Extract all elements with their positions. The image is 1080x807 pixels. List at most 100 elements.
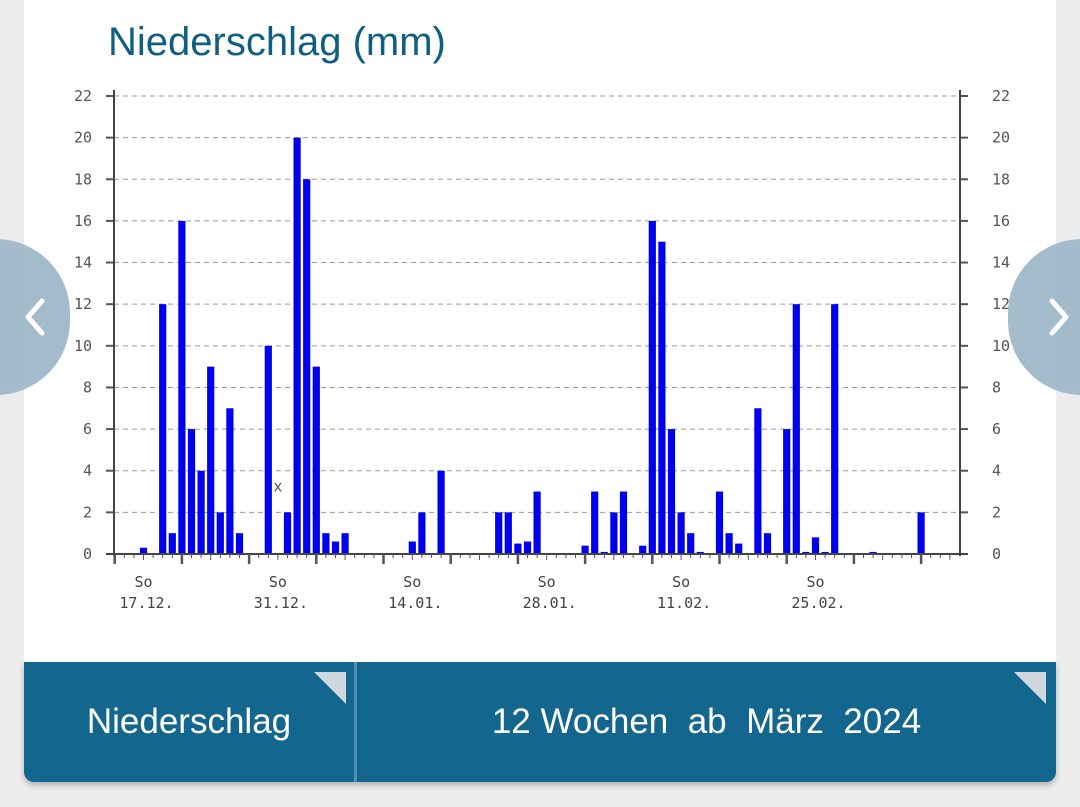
period-select-button[interactable]: 12 Wochen ab März 2024 — [357, 662, 1056, 782]
y-tick-label: 14 — [74, 254, 92, 272]
precip-bar — [504, 512, 512, 554]
y-tick-label-right: 22 — [992, 87, 1010, 105]
data-marker: x — [273, 477, 282, 495]
precip-bar — [811, 537, 820, 554]
y-tick-label-right: 6 — [992, 420, 1001, 438]
precip-bar — [792, 304, 800, 554]
y-tick-label: 20 — [74, 129, 92, 147]
precip-bar — [619, 491, 628, 554]
parameter-label: Niederschlag — [86, 702, 292, 741]
precip-bar — [802, 551, 810, 554]
x-date-label: 17.12. — [119, 594, 173, 612]
precip-bar — [523, 541, 532, 554]
precip-bar — [216, 512, 224, 554]
x-weekday-label: So — [538, 573, 556, 591]
precip-bar — [696, 551, 704, 554]
y-tick-label: 8 — [83, 378, 92, 396]
precip-bar — [168, 533, 176, 554]
precip-bar — [735, 543, 743, 554]
precip-bar — [303, 179, 311, 555]
precip-bar — [437, 470, 445, 554]
y-tick-label-right: 2 — [992, 503, 1001, 521]
precip-bar — [293, 137, 301, 555]
y-tick-label: 22 — [74, 87, 92, 105]
period-label: 12 Wochen ab März 2024 — [491, 702, 922, 741]
y-tick-label: 4 — [83, 462, 92, 480]
y-tick-label-right: 10 — [992, 337, 1010, 355]
y-tick-label-right: 16 — [992, 212, 1010, 230]
precip-bar — [514, 543, 522, 554]
precip-bar — [581, 545, 589, 554]
precip-bar — [917, 512, 925, 554]
precip-bar — [283, 512, 292, 554]
x-date-label: 28.01. — [523, 594, 577, 612]
precip-bar — [226, 408, 234, 554]
y-tick-label: 12 — [74, 295, 92, 313]
y-tick-label: 6 — [83, 420, 92, 438]
precip-bar — [139, 547, 148, 554]
x-weekday-label: So — [672, 573, 690, 591]
precip-bar — [831, 304, 839, 554]
precip-bar — [235, 533, 244, 554]
x-date-label: 31.12. — [254, 594, 308, 612]
chart-bars — [139, 137, 925, 555]
page-title: Niederschlag (mm) — [108, 20, 446, 64]
x-weekday-label: So — [134, 573, 152, 591]
x-date-label: 25.02. — [791, 594, 845, 612]
precip-bar — [495, 512, 503, 554]
precip-bar — [687, 533, 695, 554]
precip-bar — [648, 220, 656, 554]
chevron-right-icon — [1049, 298, 1069, 336]
chart-axes — [106, 90, 968, 564]
divider — [354, 662, 357, 782]
precip-bar — [341, 533, 349, 554]
precip-bar — [187, 429, 196, 554]
y-tick-label-right: 0 — [992, 545, 1001, 563]
precip-bar — [197, 470, 205, 554]
y-tick-label: 18 — [74, 170, 92, 188]
footer-bar: Niederschlag 12 Wochen ab März 2024 — [24, 662, 1056, 782]
precip-bar — [264, 345, 272, 554]
dropdown-corner-icon — [1014, 672, 1046, 704]
y-tick-label: 16 — [74, 212, 92, 230]
parameter-select-button[interactable]: Niederschlag — [24, 662, 354, 782]
precip-bar — [600, 551, 608, 554]
precip-bar — [725, 533, 733, 554]
precip-bar — [331, 541, 340, 554]
precip-bar — [408, 541, 416, 554]
precip-bar — [658, 241, 666, 554]
y-tick-label-right: 20 — [992, 129, 1010, 147]
precip-bar — [533, 491, 541, 554]
precip-bar — [322, 533, 330, 554]
precip-bar — [763, 533, 772, 554]
y-tick-label: 10 — [74, 337, 92, 355]
y-tick-label-right: 14 — [992, 254, 1010, 272]
precip-bar — [821, 551, 829, 554]
precip-bar — [591, 491, 599, 554]
precip-bar — [159, 304, 167, 554]
y-tick-label: 2 — [83, 503, 92, 521]
precip-bar — [783, 429, 791, 554]
x-weekday-label: So — [403, 573, 421, 591]
dropdown-corner-icon — [314, 672, 346, 704]
x-date-label: 14.01. — [388, 594, 442, 612]
precip-bar — [667, 429, 676, 554]
y-tick-label-right: 8 — [992, 378, 1001, 396]
x-date-label: 11.02. — [657, 594, 711, 612]
precip-bar — [207, 366, 215, 554]
precip-bar — [715, 491, 724, 554]
precip-bar — [754, 408, 762, 554]
y-tick-label-right: 18 — [992, 170, 1010, 188]
y-tick-label: 0 — [83, 545, 92, 563]
precip-bar — [178, 220, 186, 554]
y-tick-label-right: 12 — [992, 295, 1010, 313]
x-weekday-label: So — [269, 573, 287, 591]
precip-bar — [610, 512, 618, 554]
precip-bar — [418, 512, 426, 554]
precip-bar — [639, 545, 647, 554]
precip-bar — [677, 512, 685, 554]
y-tick-label-right: 4 — [992, 462, 1001, 480]
x-weekday-label: So — [806, 573, 824, 591]
